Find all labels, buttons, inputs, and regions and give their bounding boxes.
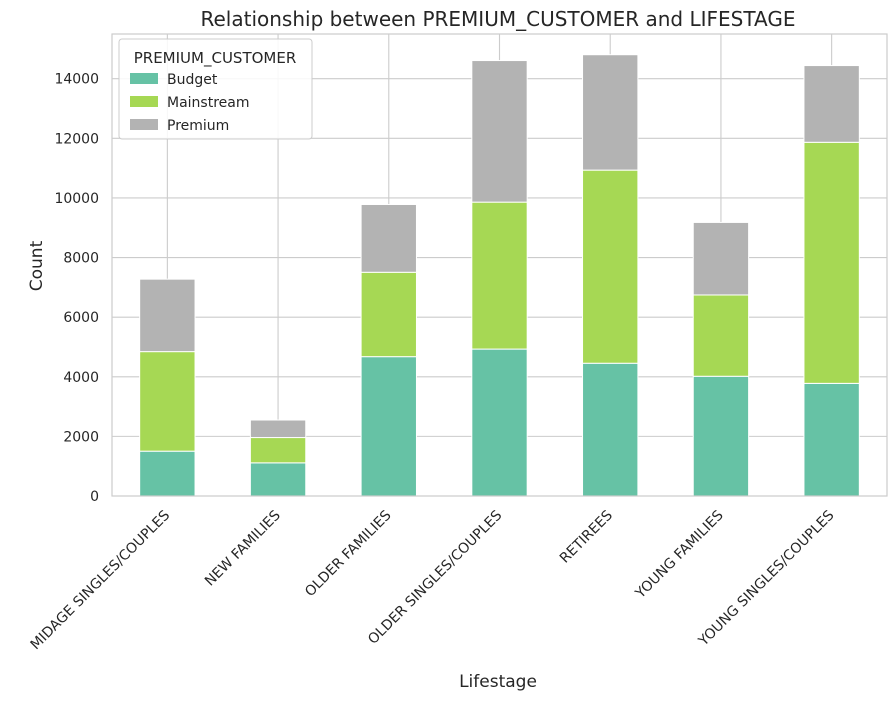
x-tick-label: OLDER SINGLES/COUPLES (365, 507, 505, 647)
bar-budget-5 (692, 375, 750, 497)
bar-premium-6 (803, 65, 860, 143)
legend-box (118, 38, 313, 140)
y-tick-labels: 0 2000 4000 6000 8000 10000 12000 14000 (54, 72, 99, 505)
x-tick-label: NEW FAMILIES (202, 507, 284, 589)
x-axis-label: Lifestage (459, 672, 537, 692)
bar-mainstream-5 (692, 294, 750, 377)
bars (139, 54, 860, 497)
bar-premium-1 (249, 419, 307, 439)
bar-budget-3 (471, 348, 528, 497)
legend-label-premium: Premium (167, 118, 229, 134)
bar-premium-5 (692, 221, 750, 296)
chart-title: Relationship between PREMIUM_CUSTOMER an… (200, 7, 795, 31)
legend-label-budget: Budget (167, 72, 218, 88)
x-tick-label: RETIREES (557, 507, 616, 566)
legend-swatch-budget (130, 73, 158, 84)
y-axis-label: Count (27, 240, 47, 291)
y-tick-label: 0 (90, 489, 99, 505)
y-tick-label: 12000 (54, 131, 99, 147)
bar-mainstream-0 (139, 351, 196, 452)
y-tick-label: 10000 (54, 191, 99, 207)
bar-mainstream-2 (360, 271, 417, 358)
legend-swatch-premium (130, 119, 158, 130)
bar-budget-2 (360, 356, 417, 497)
bar-budget-6 (803, 382, 860, 497)
bar-premium-0 (139, 278, 196, 353)
bar-premium-3 (471, 60, 528, 203)
bar-budget-1 (249, 462, 307, 497)
bar-budget-0 (139, 450, 196, 497)
x-tick-label: YOUNG FAMILIES (632, 507, 727, 602)
x-tick-label: MIDAGE SINGLES/COUPLES (28, 507, 174, 653)
y-tick-label: 4000 (63, 370, 99, 386)
legend-label-mainstream: Mainstream (167, 95, 249, 111)
y-tick-label: 14000 (54, 72, 99, 88)
y-tick-label: 6000 (63, 310, 99, 326)
bar-mainstream-4 (582, 169, 639, 364)
plot-frame (111, 33, 888, 497)
x-tick-label: OLDER FAMILIES (302, 507, 395, 600)
y-tick-label: 8000 (63, 251, 99, 267)
bar-budget-4 (582, 362, 639, 497)
y-tick-label: 2000 (63, 429, 99, 445)
bar-mainstream-1 (249, 437, 307, 464)
legend: PREMIUM_CUSTOMER Budget Mainstream Premium (118, 38, 313, 140)
bar-premium-4 (582, 54, 639, 171)
bar-mainstream-3 (471, 201, 528, 350)
legend-swatch-mainstream (130, 96, 158, 107)
x-tick-labels: MIDAGE SINGLES/COUPLES NEW FAMILIES OLDER … (28, 507, 838, 653)
bar-premium-2 (360, 203, 417, 273)
legend-title: PREMIUM_CUSTOMER (134, 49, 297, 68)
bar-mainstream-6 (803, 141, 860, 384)
